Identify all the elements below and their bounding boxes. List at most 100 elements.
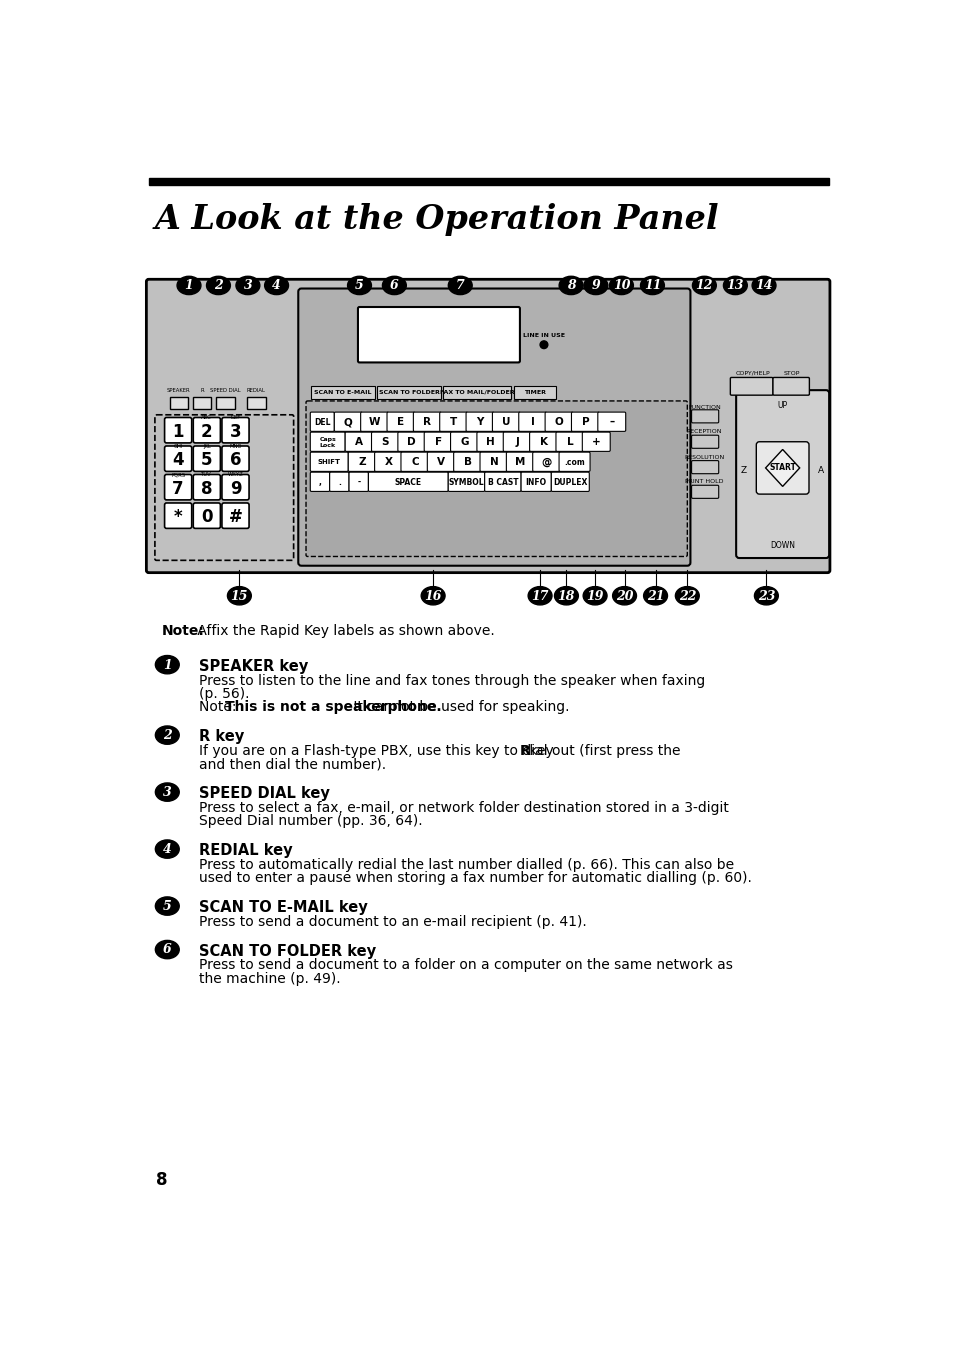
Text: F: F [435,437,441,448]
Text: and then dial the number).: and then dial the number). [199,757,386,772]
FancyBboxPatch shape [222,418,249,443]
Ellipse shape [754,587,778,604]
FancyBboxPatch shape [503,433,531,452]
Text: R: R [519,744,531,758]
Bar [216,397,234,410]
FancyBboxPatch shape [454,452,481,472]
Text: PRINT HOLD: PRINT HOLD [684,480,723,484]
Text: FAX TO MAIL/FOLDER: FAX TO MAIL/FOLDER [439,389,514,395]
FancyBboxPatch shape [222,446,249,472]
Text: SCAN TO E-MAIL key: SCAN TO E-MAIL key [199,900,368,915]
Ellipse shape [643,587,667,604]
Bar [377,385,440,399]
Text: 12: 12 [695,280,713,292]
Circle shape [539,341,547,349]
FancyBboxPatch shape [310,452,348,472]
Text: DEF: DEF [230,422,240,427]
Text: Speed Dial number (pp. 36, 64).: Speed Dial number (pp. 36, 64). [199,814,422,829]
FancyBboxPatch shape [598,412,625,431]
FancyBboxPatch shape [479,452,507,472]
Text: Affix the Rapid Key labels as shown above.: Affix the Rapid Key labels as shown abov… [193,625,494,638]
Bar [311,385,375,399]
Ellipse shape [155,896,179,915]
Text: O: O [554,418,563,427]
Text: 13: 13 [726,280,743,292]
FancyBboxPatch shape [387,412,415,431]
FancyBboxPatch shape [427,452,455,472]
Text: the machine (p. 49).: the machine (p. 49). [199,972,340,986]
Text: PQRS: PQRS [171,472,185,477]
Text: –: – [609,418,614,427]
FancyBboxPatch shape [165,503,192,529]
Text: 4: 4 [272,280,280,292]
Text: ,: , [318,477,321,487]
Text: 5: 5 [355,280,363,292]
FancyBboxPatch shape [466,412,494,431]
FancyBboxPatch shape [334,412,362,431]
FancyBboxPatch shape [310,412,334,431]
Ellipse shape [448,276,472,295]
Text: TIMER: TIMER [523,389,545,395]
Text: SPEED DIAL: SPEED DIAL [210,388,240,393]
FancyBboxPatch shape [413,412,441,431]
Text: B: B [463,457,471,468]
Text: -: - [356,477,360,487]
Text: 2: 2 [163,729,172,742]
Text: INFO: INFO [525,477,546,487]
Text: RESOLUTION: RESOLUTION [683,454,723,460]
Text: 7: 7 [456,280,464,292]
Text: Press to select a fax, e-mail, or network folder destination stored in a 3-digit: Press to select a fax, e-mail, or networ… [199,800,728,815]
Text: V: V [436,457,445,468]
Text: 2: 2 [213,280,223,292]
Text: REDIAL: REDIAL [247,388,266,393]
Text: R: R [200,388,204,393]
Ellipse shape [692,276,716,295]
Ellipse shape [155,726,179,745]
Text: R key: R key [199,729,244,745]
Text: SCAN TO FOLDER key: SCAN TO FOLDER key [199,944,375,959]
FancyBboxPatch shape [756,442,808,493]
Text: 3: 3 [243,280,252,292]
Ellipse shape [264,276,288,295]
Ellipse shape [347,276,371,295]
Text: key: key [524,744,553,758]
FancyBboxPatch shape [492,412,519,431]
FancyBboxPatch shape [349,472,368,491]
FancyBboxPatch shape [330,472,349,491]
Ellipse shape [609,276,633,295]
FancyBboxPatch shape [193,446,220,472]
Text: TUV: TUV [201,472,212,477]
Text: 1: 1 [163,658,172,672]
Bar [513,385,556,399]
Bar [170,397,188,410]
FancyBboxPatch shape [397,433,425,452]
Text: REDIAL key: REDIAL key [199,844,293,859]
FancyBboxPatch shape [193,475,220,500]
Text: If you are on a Flash-type PBX, use this key to dial out (first press the: If you are on a Flash-type PBX, use this… [199,744,684,758]
Text: A: A [355,437,363,448]
Ellipse shape [227,587,251,604]
Text: SCAN TO FOLDER: SCAN TO FOLDER [378,389,439,395]
Text: used to enter a pause when storing a fax number for automatic dialling (p. 60).: used to enter a pause when storing a fax… [199,872,751,886]
Text: This is not a speakerphone.: This is not a speakerphone. [225,700,441,714]
FancyBboxPatch shape [730,377,772,395]
FancyBboxPatch shape [450,433,478,452]
FancyBboxPatch shape [529,433,557,452]
Text: LINE IN USE: LINE IN USE [522,333,564,338]
Text: 4: 4 [172,452,184,469]
FancyBboxPatch shape [368,472,448,491]
Ellipse shape [155,840,179,859]
Text: L: L [566,437,573,448]
Text: *: * [173,508,182,526]
Text: Note:: Note: [199,700,241,714]
Text: ABC: ABC [201,422,213,427]
Text: P: P [581,418,589,427]
FancyBboxPatch shape [371,433,399,452]
Text: N: N [489,457,497,468]
Text: SPEAKER key: SPEAKER key [199,658,308,673]
Text: SHIFT: SHIFT [317,460,340,465]
FancyBboxPatch shape [357,307,519,362]
Text: Z: Z [358,457,366,468]
Text: RECEPTION: RECEPTION [686,429,721,434]
Text: Press to send a document to an e-mail recipient (p. 41).: Press to send a document to an e-mail re… [199,915,586,929]
